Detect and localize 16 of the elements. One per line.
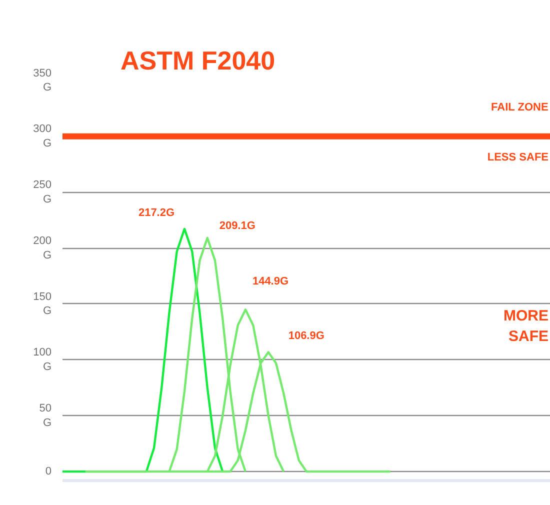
chart-title: ASTM F2040 bbox=[120, 46, 276, 76]
y-tick-label: 250 G bbox=[33, 179, 52, 206]
annotation: MORE SAFE bbox=[504, 308, 549, 346]
annotation: LESS SAFE bbox=[487, 152, 548, 164]
y-tick-label: 150 G bbox=[33, 290, 52, 318]
y-tick-label: 100 G bbox=[33, 346, 52, 374]
y-tick-label: 0 bbox=[45, 466, 52, 478]
data-label: 217.2G bbox=[138, 206, 175, 219]
y-tick-label: 50 G bbox=[39, 402, 52, 429]
data-label: 106.9G bbox=[288, 330, 324, 342]
y-tick-label: 350 G bbox=[33, 67, 52, 94]
annotation: FAIL ZONE bbox=[491, 101, 548, 114]
y-tick-label: 200 G bbox=[33, 234, 52, 262]
data-label: 209.1G bbox=[219, 220, 256, 232]
data-label: 144.9G bbox=[252, 276, 289, 288]
y-tick-label: 300 G bbox=[33, 123, 52, 150]
